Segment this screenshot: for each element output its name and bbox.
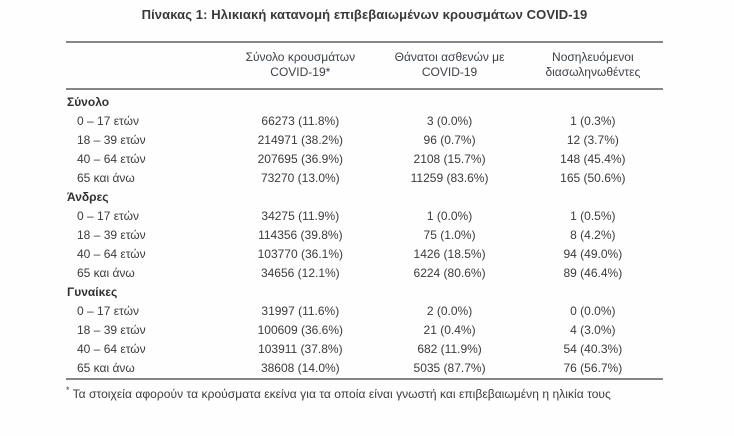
age-cell: 18 – 39 ετών [77, 133, 146, 147]
cases-cell: 214971 (38.2%) [257, 133, 344, 147]
intubated-cell: 8 (4.2%) [570, 228, 616, 242]
cases-cell: 31997 (11.6%) [261, 304, 340, 318]
cases-cell: 100609 (36.6%) [257, 323, 344, 337]
table-row: 40 – 64 ετών 103911 (37.8%) 682 (11.9%) … [66, 340, 663, 359]
header-cell-empty [66, 42, 225, 90]
age-cell: 0 – 17 ετών [77, 114, 139, 128]
cases-cell: 34275 (11.9%) [261, 209, 340, 223]
table-row: 65 και άνω 73270 (13.0%) 11259 (83.6%) 1… [66, 169, 663, 188]
age-cell: 18 – 39 ετών [77, 323, 146, 337]
intubated-cell: 54 (40.3%) [563, 342, 623, 356]
intubated-cell: 94 (49.0%) [563, 247, 623, 261]
deaths-cell: 21 (0.4%) [423, 323, 476, 337]
header-intubated-line2: διασωληνωθέντες [545, 65, 641, 79]
section-row-women: Γυναίκες [66, 283, 663, 302]
section-label: Σύνολο [67, 95, 110, 109]
covid-age-distribution-table: Σύνολο κρουσμάτων COVID-19* Θάνατοι ασθε… [66, 41, 663, 380]
age-cell: 0 – 17 ετών [77, 209, 139, 223]
cases-cell: 38608 (14.0%) [260, 361, 340, 375]
cases-cell: 34656 (12.1%) [260, 266, 340, 280]
table-row: 0 – 17 ετών 31997 (11.6%) 2 (0.0%) 0 (0.… [66, 302, 663, 321]
intubated-cell: 1 (0.5%) [570, 209, 616, 223]
footnote-text: Τα στοιχεία αφορούν τα κρούσματα εκείνα … [72, 387, 611, 401]
table-container: Σύνολο κρουσμάτων COVID-19* Θάνατοι ασθε… [66, 41, 663, 401]
deaths-cell: 1 (0.0%) [426, 209, 473, 223]
footnote-asterisk: * [66, 385, 70, 395]
header-intubated-line1: Νοσηλευόμενοι [552, 50, 634, 64]
deaths-cell: 682 (11.9%) [417, 342, 482, 356]
header-row: Σύνολο κρουσμάτων COVID-19* Θάνατοι ασθε… [66, 42, 663, 90]
table-title: Πίνακας 1: Ηλικιακή κατανομή επιβεβαιωμέ… [141, 7, 588, 22]
section-row-men: Άνδρες [66, 188, 663, 207]
deaths-cell: 75 (1.0%) [423, 228, 476, 242]
deaths-cell: 5035 (87.7%) [413, 361, 486, 375]
intubated-cell: 0 (0.0%) [570, 304, 616, 318]
age-cell: 65 και άνω [77, 171, 135, 185]
header-cell-intubated: Νοσηλευόμενοι διασωληνωθέντες [522, 42, 663, 90]
age-cell: 40 – 64 ετών [77, 152, 146, 166]
cases-cell: 103911 (37.8%) [258, 342, 343, 356]
cases-cell: 114356 (39.8%) [258, 228, 343, 242]
header-total-cases-line2: COVID-19* [270, 65, 331, 79]
age-cell: 18 – 39 ετών [77, 228, 146, 242]
cases-cell: 103770 (36.1%) [257, 247, 344, 261]
footnote: * Τα στοιχεία αφορούν τα κρούσματα εκείνα… [66, 385, 663, 401]
intubated-cell: 148 (45.4%) [560, 152, 626, 166]
deaths-cell: 2108 (15.7%) [413, 152, 486, 166]
intubated-cell: 1 (0.3%) [570, 114, 616, 128]
table-row: 18 – 39 ετών 100609 (36.6%) 21 (0.4%) 4 … [66, 321, 663, 340]
header-deaths-line1: Θάνατοι ασθενών με [394, 50, 505, 64]
table-row: 65 και άνω 38608 (14.0%) 5035 (87.7%) 76… [66, 359, 663, 379]
table-row: 65 και άνω 34656 (12.1%) 6224 (80.6%) 89… [66, 264, 663, 283]
cases-cell: 73270 (13.0%) [260, 171, 340, 185]
header-total-cases-line1: Σύνολο κρουσμάτων [245, 50, 356, 64]
intubated-cell: 165 (50.6%) [560, 171, 626, 185]
table-row: 40 – 64 ετών 207695 (36.9%) 2108 (15.7%)… [66, 150, 663, 169]
intubated-cell: 89 (46.4%) [563, 266, 623, 280]
header-cell-total-cases: Σύνολο κρουσμάτων COVID-19* [224, 42, 377, 90]
cases-cell: 207695 (36.9%) [257, 152, 344, 166]
table-row: 0 – 17 ετών 34275 (11.9%) 1 (0.0%) 1 (0.… [66, 207, 663, 226]
header-deaths-line2: COVID-19 [421, 65, 478, 79]
table-row: 18 – 39 ετών 214971 (38.2%) 96 (0.7%) 12… [66, 131, 663, 150]
deaths-cell: 11259 (83.6%) [410, 171, 489, 185]
age-cell: 40 – 64 ετών [77, 247, 146, 261]
deaths-cell: 1426 (18.5%) [413, 247, 486, 261]
intubated-cell: 12 (3.7%) [566, 133, 619, 147]
deaths-cell: 96 (0.7%) [423, 133, 476, 147]
age-cell: 65 και άνω [77, 266, 135, 280]
age-cell: 65 και άνω [77, 361, 135, 375]
section-label: Γυναίκες [67, 285, 118, 299]
table-row: 0 – 17 ετών 66273 (11.8%) 3 (0.0%) 1 (0.… [66, 112, 663, 131]
section-label: Άνδρες [67, 190, 109, 204]
deaths-cell: 2 (0.0%) [426, 304, 473, 318]
age-cell: 0 – 17 ετών [77, 304, 139, 318]
header-cell-deaths: Θάνατοι ασθενών με COVID-19 [376, 42, 523, 90]
table-row: 18 – 39 ετών 114356 (39.8%) 75 (1.0%) 8 … [66, 226, 663, 245]
table-row: 40 – 64 ετών 103770 (36.1%) 1426 (18.5%)… [66, 245, 663, 264]
deaths-cell: 3 (0.0%) [426, 114, 473, 128]
cases-cell: 66273 (11.8%) [261, 114, 340, 128]
intubated-cell: 76 (56.7%) [563, 361, 623, 375]
intubated-cell: 4 (3.0%) [570, 323, 616, 337]
age-cell: 40 – 64 ετών [77, 342, 146, 356]
section-row-total: Σύνολο [66, 89, 663, 112]
deaths-cell: 6224 (80.6%) [413, 266, 486, 280]
